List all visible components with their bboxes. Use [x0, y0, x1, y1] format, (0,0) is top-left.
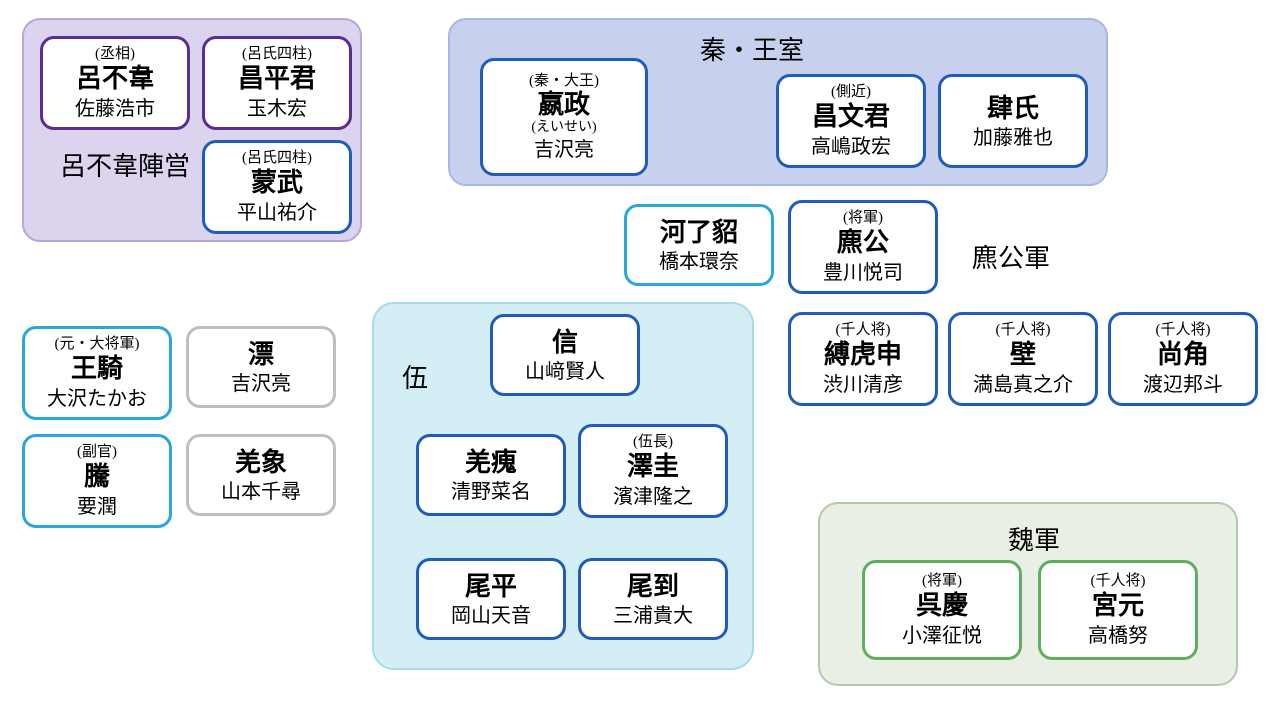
char-tou: (副官) 騰要潤	[22, 434, 172, 528]
role-text: (元・大将軍)	[55, 336, 140, 353]
group-label-qin: 秦・王室	[700, 30, 804, 67]
char-eisei: (秦・大王)嬴政(えいせい) 吉沢亮	[480, 58, 648, 176]
actor-name: 渋川清彦	[823, 374, 903, 396]
char-name: 肆氏	[987, 95, 1039, 124]
char-shobunkun: (側近) 昌文君高嶋政宏	[776, 74, 926, 168]
group-label-wei: 魏軍	[1008, 520, 1060, 557]
char-gokei: (将軍) 呉慶小澤征悦	[862, 560, 1022, 660]
actor-name: 橋本環奈	[659, 251, 739, 273]
role-text: (千人将)	[836, 322, 891, 339]
role-text: (側近)	[831, 84, 871, 101]
char-bakuko: (千人将) 縛虎申渋川清彦	[788, 312, 938, 406]
char-kyokai: 羌瘣清野菜名	[416, 434, 566, 516]
role-text: (副官)	[77, 444, 117, 461]
char-name: 王騎	[71, 355, 123, 384]
char-ouki: (元・大将軍) 王騎大沢たかお	[22, 326, 172, 420]
char-kyugen: (千人将) 宮元高橋努	[1038, 560, 1198, 660]
char-name: 縛虎申	[824, 341, 902, 370]
role-text: (千人将)	[1091, 573, 1146, 590]
char-name: 昌文君	[812, 103, 890, 132]
char-shishi: 肆氏加藤雅也	[938, 74, 1088, 168]
char-name: 漂	[248, 341, 274, 370]
char-mobu: (呂氏四柱) 蒙武平山祐介	[202, 140, 352, 234]
char-takukei: (伍長) 澤圭濱津隆之	[578, 424, 728, 518]
char-kyosho: 羌象山本千尋	[186, 434, 336, 516]
role-text: (将軍)	[922, 573, 962, 590]
actor-name: 玉木宏	[247, 98, 307, 120]
role-text: (呂氏四柱)	[242, 46, 312, 63]
actor-name: 吉沢亮	[534, 139, 594, 161]
char-name: 麃公	[837, 229, 889, 258]
role-text: (将軍)	[843, 210, 883, 227]
char-name: 騰	[84, 463, 110, 492]
char-shokaku: (千人将) 尚角渡辺邦斗	[1108, 312, 1258, 406]
char-name: 羌象	[235, 449, 287, 478]
role-text: (呂氏四柱)	[242, 150, 312, 167]
actor-name: 大沢たかお	[47, 388, 147, 410]
actor-name: 加藤雅也	[973, 127, 1053, 149]
char-name: 昌平君	[238, 65, 316, 94]
actor-name: 高嶋政宏	[811, 136, 891, 158]
char-name: 呉慶	[916, 592, 968, 621]
char-name: 尾平	[465, 573, 517, 602]
group-label-roko: 麃公軍	[972, 238, 1050, 275]
actor-name: 渡辺邦斗	[1143, 374, 1223, 396]
actor-name: 高橋努	[1088, 625, 1148, 647]
actor-name: 山﨑賢人	[525, 361, 605, 383]
role-text: (丞相)	[95, 46, 135, 63]
actor-name: 吉沢亮	[231, 373, 291, 395]
char-heki: (千人将) 壁満島真之介	[948, 312, 1098, 406]
role-text: (秦・大王)	[529, 73, 599, 90]
char-bihei: 尾平岡山天音	[416, 558, 566, 640]
char-bito: 尾到三浦貴大	[578, 558, 728, 640]
char-name: 河了貂	[660, 219, 738, 248]
actor-name: 要潤	[77, 496, 117, 518]
actor-name: 山本千尋	[221, 481, 301, 503]
actor-name: 濱津隆之	[613, 486, 693, 508]
char-name: 壁	[1010, 341, 1036, 370]
char-shoheikun: (呂氏四柱) 昌平君玉木宏	[202, 36, 352, 130]
role-text: (千人将)	[996, 322, 1051, 339]
char-ryofui_c: (丞相) 呂不韋佐藤浩市	[40, 36, 190, 130]
actor-name: 清野菜名	[451, 481, 531, 503]
char-name: 尾到	[627, 573, 679, 602]
char-name: 尚角	[1157, 341, 1209, 370]
actor-name: 豊川悦司	[823, 262, 903, 284]
role-text: (伍長)	[633, 434, 673, 451]
actor-name: 小澤征悦	[902, 625, 982, 647]
char-shin: 信山﨑賢人	[490, 314, 640, 396]
char-reading: (えいせい)	[531, 120, 596, 135]
char-karyoten: 河了貂橋本環奈	[624, 204, 774, 286]
role-text: (千人将)	[1156, 322, 1211, 339]
char-name: 信	[552, 329, 578, 358]
char-hyoko: (将軍) 麃公豊川悦司	[788, 200, 938, 294]
char-name: 澤圭	[627, 453, 679, 482]
char-hyou: 漂吉沢亮	[186, 326, 336, 408]
actor-name: 満島真之介	[973, 374, 1073, 396]
actor-name: 平山祐介	[237, 202, 317, 224]
char-name: 嬴政	[538, 91, 590, 120]
group-label-go: 伍	[402, 358, 428, 395]
actor-name: 三浦貴大	[613, 605, 693, 627]
actor-name: 佐藤浩市	[75, 98, 155, 120]
actor-name: 岡山天音	[451, 605, 531, 627]
group-label-ryofui: 呂不韋陣営	[60, 146, 190, 183]
char-name: 呂不韋	[76, 65, 154, 94]
char-name: 宮元	[1092, 592, 1144, 621]
char-name: 羌瘣	[465, 449, 517, 478]
char-name: 蒙武	[251, 169, 303, 198]
